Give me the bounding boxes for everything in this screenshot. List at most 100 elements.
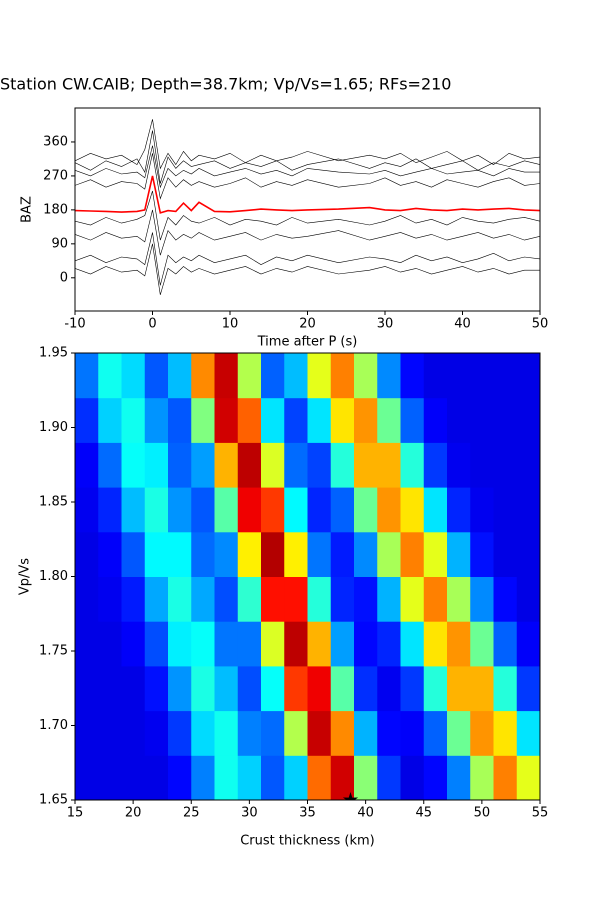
heat-cell xyxy=(121,531,146,577)
trace xyxy=(75,209,540,256)
heat-cell xyxy=(470,710,494,756)
heat-cell xyxy=(516,397,540,443)
heat-cell xyxy=(144,576,169,622)
heat-cell xyxy=(493,576,518,622)
heat-cell xyxy=(377,487,401,533)
heat-cell xyxy=(214,665,239,712)
heat-cell xyxy=(470,755,494,800)
heat-cell xyxy=(75,531,99,577)
x-axis-label: Time after P (s) xyxy=(257,335,358,350)
x-tick-label: 20 xyxy=(125,806,142,821)
heat-cell xyxy=(423,442,448,488)
heat-cell xyxy=(284,576,308,622)
heat-cell xyxy=(261,353,285,399)
heat-cell xyxy=(237,755,262,800)
heat-cell xyxy=(516,353,540,399)
x-tick-label: 10 xyxy=(222,317,239,332)
heat-cell xyxy=(516,487,540,533)
y-tick-label: 1.70 xyxy=(39,718,68,733)
heat-cell xyxy=(214,353,239,399)
heat-cell xyxy=(98,576,122,622)
heat-cell xyxy=(354,621,378,667)
heat-cell xyxy=(354,665,378,712)
heat-cell xyxy=(330,621,355,667)
heat-cell xyxy=(191,397,215,443)
heat-cell xyxy=(191,576,215,622)
heat-cell xyxy=(214,531,239,577)
heat-cell xyxy=(423,665,448,712)
heat-cell xyxy=(261,665,285,712)
y-tick-label: 1.95 xyxy=(39,346,68,361)
heat-cell xyxy=(354,755,378,800)
heat-cell xyxy=(121,353,146,399)
heat-cell xyxy=(493,755,518,800)
heat-cell xyxy=(447,397,471,443)
heat-cell xyxy=(330,442,355,488)
heat-cell xyxy=(470,621,494,667)
heat-cell xyxy=(307,621,332,667)
heat-cell xyxy=(493,353,518,399)
heat-cell xyxy=(98,531,122,577)
heat-cell xyxy=(168,710,192,756)
heat-cell xyxy=(237,576,262,622)
x-tick-label: 45 xyxy=(415,806,432,821)
heat-cell xyxy=(516,755,540,800)
heat-cell xyxy=(377,442,401,488)
heat-cell xyxy=(447,621,471,667)
plot-area xyxy=(75,353,540,800)
heat-cell xyxy=(330,353,355,399)
heat-cell xyxy=(98,710,122,756)
heat-cell xyxy=(307,755,332,800)
x-tick-label: 40 xyxy=(454,317,471,332)
heat-cell xyxy=(400,487,425,533)
heat-cell xyxy=(98,621,122,667)
heat-cell xyxy=(284,353,308,399)
x-tick-label: 20 xyxy=(299,317,316,332)
heat-cell xyxy=(400,353,425,399)
y-axis-label: BAZ xyxy=(20,196,35,223)
heat-cell xyxy=(423,755,448,800)
heat-cell xyxy=(423,397,448,443)
heat-cell xyxy=(261,487,285,533)
heat-cell xyxy=(423,710,448,756)
heat-cell xyxy=(470,576,494,622)
x-tick-label: 30 xyxy=(377,317,394,332)
heat-cell xyxy=(237,397,262,443)
heat-cell xyxy=(214,397,239,443)
heat-cell xyxy=(493,487,518,533)
heat-cell xyxy=(400,710,425,756)
heat-cell xyxy=(237,353,262,399)
x-tick-label: 40 xyxy=(357,806,374,821)
plot-area xyxy=(75,119,540,295)
heat-cell xyxy=(168,755,192,800)
heat-cell xyxy=(237,442,262,488)
heat-cell xyxy=(516,621,540,667)
heat-cell xyxy=(470,397,494,443)
heat-cell xyxy=(377,353,401,399)
x-tick-label: -10 xyxy=(64,317,85,332)
heat-cell xyxy=(354,353,378,399)
heat-cell xyxy=(121,665,146,712)
heat-cell xyxy=(144,353,169,399)
heat-cell xyxy=(307,665,332,712)
heat-cell xyxy=(470,665,494,712)
trace xyxy=(75,190,540,241)
heat-cell xyxy=(98,397,122,443)
heat-cell xyxy=(191,531,215,577)
heat-cell xyxy=(261,576,285,622)
heat-cell xyxy=(493,665,518,712)
heat-cell xyxy=(75,665,99,712)
heat-cell xyxy=(284,397,308,443)
heat-cell xyxy=(400,531,425,577)
heat-cell xyxy=(261,397,285,443)
heat-cell xyxy=(377,710,401,756)
heat-cell xyxy=(191,665,215,712)
heat-cell xyxy=(377,621,401,667)
heat-cell xyxy=(237,621,262,667)
heat-cell xyxy=(330,487,355,533)
heat-cell xyxy=(214,621,239,667)
heat-cell xyxy=(447,755,471,800)
heat-cell xyxy=(354,710,378,756)
heat-cell xyxy=(330,531,355,577)
x-tick-label: 50 xyxy=(532,317,549,332)
